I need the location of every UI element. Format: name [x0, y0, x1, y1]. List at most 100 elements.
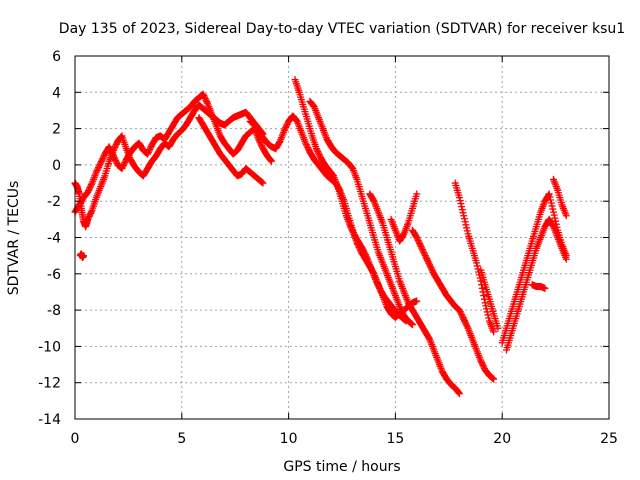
- y-axis-label: SDTVAR / TECUs: [6, 181, 22, 296]
- data-point: [97, 158, 105, 166]
- y-tick-label: -8: [47, 303, 61, 319]
- data-point: [427, 264, 435, 272]
- data-point: [420, 249, 428, 257]
- data-point: [414, 237, 422, 245]
- data-point: [256, 139, 264, 147]
- chart-title: Day 135 of 2023, Sidereal Day-to-day VTE…: [59, 21, 625, 37]
- data-point: [416, 240, 424, 248]
- data-point: [460, 212, 468, 220]
- data-point: [110, 145, 118, 153]
- data-point: [313, 146, 321, 154]
- data-point: [458, 206, 466, 214]
- data-point: [413, 190, 421, 198]
- data-point: [200, 92, 208, 100]
- grid-lines: [75, 56, 609, 419]
- data-point: [281, 125, 289, 133]
- y-tick-label: -12: [38, 376, 61, 392]
- data-point: [462, 221, 470, 229]
- y-tick-label: -6: [47, 267, 61, 283]
- data-point: [458, 203, 466, 211]
- data-point: [428, 267, 436, 275]
- data-point: [275, 139, 283, 147]
- data-point: [423, 256, 431, 264]
- data-point: [95, 162, 103, 170]
- data-point: [99, 153, 107, 161]
- data-point: [413, 234, 421, 241]
- data-point: [120, 160, 128, 168]
- data-point: [455, 306, 463, 314]
- data-point: [461, 218, 469, 226]
- data-point: [421, 250, 429, 258]
- data-point: [548, 202, 556, 210]
- data-point: [398, 307, 406, 315]
- data-point: [349, 229, 357, 237]
- data-point: [479, 361, 487, 369]
- data-point: [259, 179, 267, 187]
- data-point: [109, 146, 117, 154]
- data-point: [457, 309, 465, 317]
- data-point: [84, 188, 92, 196]
- data-point: [463, 224, 471, 232]
- data-point: [93, 167, 101, 175]
- data-point: [94, 165, 102, 173]
- data-point: [418, 244, 426, 252]
- data-point: [425, 259, 433, 267]
- data-point: [426, 261, 434, 269]
- y-tick-label: 6: [52, 49, 61, 65]
- x-tick-label: 5: [177, 431, 186, 447]
- data-point: [312, 145, 320, 153]
- data-point: [422, 253, 430, 261]
- data-point: [282, 123, 290, 131]
- data-point: [361, 251, 369, 259]
- data-point: [373, 279, 381, 287]
- data-point: [112, 142, 120, 150]
- data-point: [460, 317, 468, 325]
- data-point: [477, 357, 485, 365]
- data-point: [119, 162, 127, 170]
- y-tick-label: -14: [38, 412, 61, 428]
- data-point: [348, 226, 356, 234]
- y-tick-label: -10: [38, 339, 61, 355]
- data-point: [146, 144, 154, 152]
- data-point: [490, 375, 498, 383]
- data-point: [463, 321, 471, 329]
- data-point: [280, 126, 288, 134]
- series-arc-4: [195, 114, 267, 187]
- data-point: [282, 122, 290, 130]
- data-point: [375, 283, 383, 291]
- data-point: [547, 199, 555, 207]
- data-point: [490, 328, 498, 336]
- data-point: [349, 227, 357, 235]
- data-point: [145, 147, 153, 155]
- y-tick-label: -2: [47, 194, 61, 210]
- data-point: [347, 224, 355, 232]
- data-point: [419, 247, 427, 255]
- data-point: [417, 243, 425, 251]
- data-point: [460, 315, 468, 323]
- data-point: [257, 140, 265, 148]
- data-point: [374, 280, 382, 288]
- data-point: [481, 299, 489, 307]
- data-point: [85, 185, 93, 193]
- data-point: [480, 363, 488, 371]
- series-arc-13: [498, 190, 570, 347]
- data-point: [144, 150, 152, 158]
- data-point: [369, 196, 377, 204]
- x-tick-label: 0: [71, 431, 80, 447]
- series-arc-10: [408, 226, 498, 383]
- data-points: [71, 76, 570, 398]
- data-point: [425, 334, 433, 342]
- data-point: [363, 254, 371, 262]
- data-point: [458, 311, 466, 319]
- data-point: [415, 238, 423, 246]
- data-point: [455, 390, 463, 398]
- data-point: [283, 120, 291, 128]
- data-point: [144, 148, 152, 156]
- y-tick-label: 0: [52, 158, 61, 174]
- x-tick-label: 10: [280, 431, 298, 447]
- data-point: [484, 311, 492, 319]
- data-point: [457, 200, 465, 208]
- data-point: [203, 98, 211, 106]
- data-point: [426, 262, 434, 270]
